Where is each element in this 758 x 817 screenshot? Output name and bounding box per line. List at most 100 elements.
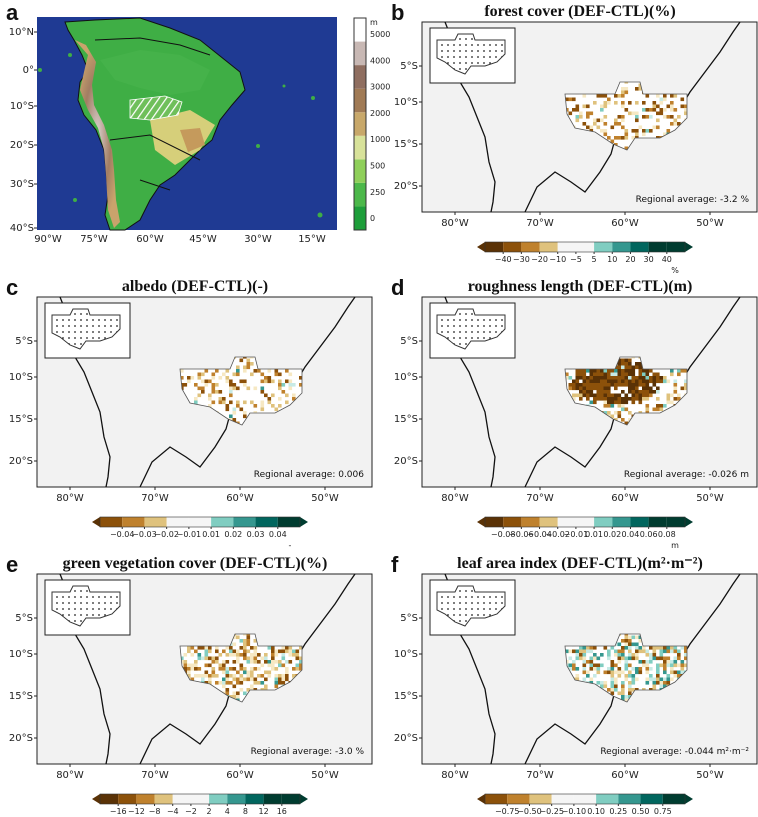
- difference-cell: [635, 677, 639, 682]
- difference-cell: [649, 656, 653, 661]
- difference-cell: [617, 674, 622, 678]
- difference-cell: [582, 379, 587, 384]
- difference-cell: [589, 660, 594, 664]
- difference-cell: [253, 681, 258, 685]
- difference-cell: [232, 418, 237, 422]
- difference-cell: [208, 404, 212, 408]
- diff-colorbar: −40 −30 −20 −10 −5 5 10 20 30 40%: [477, 241, 693, 275]
- elevation-tick-label: 0: [370, 214, 375, 223]
- difference-cell: [292, 393, 296, 398]
- difference-cell: [274, 653, 279, 657]
- difference-cell: [652, 125, 657, 130]
- difference-cell: [628, 365, 632, 370]
- difference-cell: [586, 386, 590, 391]
- difference-cell: [232, 667, 237, 671]
- elevation-unit: m: [370, 18, 378, 27]
- difference-cell: [260, 379, 265, 384]
- colorbar-band: [100, 794, 119, 804]
- difference-cell: [666, 104, 671, 109]
- lon-tick-label: 50°W: [696, 493, 724, 504]
- difference-cell: [670, 369, 674, 373]
- difference-cell: [621, 118, 625, 123]
- difference-cell: [232, 695, 237, 699]
- difference-cell: [208, 646, 212, 650]
- difference-cell: [586, 125, 590, 130]
- colorbar-band: [485, 242, 504, 252]
- difference-cell: [271, 649, 275, 654]
- difference-cell: [670, 670, 674, 675]
- difference-cell: [253, 656, 258, 661]
- panel-label-e: e: [6, 552, 18, 577]
- difference-cell: [288, 653, 293, 657]
- difference-cell: [236, 656, 240, 661]
- difference-cell: [624, 667, 629, 671]
- panel-label-b: b: [391, 0, 404, 25]
- difference-cell: [645, 383, 650, 387]
- difference-cell: [642, 101, 646, 105]
- difference-cell: [638, 646, 643, 650]
- colorbar-tick-label: −0.02: [545, 530, 570, 539]
- difference-cell: [621, 376, 625, 380]
- difference-cell: [575, 667, 580, 671]
- difference-cell: [582, 677, 587, 682]
- difference-cell: [575, 376, 580, 380]
- difference-cell: [253, 677, 258, 682]
- colorbar-band: [122, 517, 145, 527]
- lat-tick-label: 40°S: [10, 223, 34, 234]
- difference-cell: [628, 101, 632, 105]
- difference-cell: [656, 646, 660, 650]
- colorbar-arrow-left: [477, 242, 485, 252]
- difference-cell: [232, 691, 237, 696]
- difference-cell: [659, 108, 664, 112]
- colorbar-arrow-left: [92, 794, 100, 804]
- difference-cell: [659, 111, 664, 116]
- difference-cell: [187, 667, 191, 671]
- difference-cell: [649, 386, 653, 391]
- difference-cell: [621, 684, 625, 689]
- difference-cell: [628, 376, 632, 380]
- difference-cell: [656, 94, 660, 98]
- difference-cell: [628, 418, 632, 422]
- lat-tick-label: 10°N: [9, 27, 34, 38]
- difference-cell: [246, 649, 251, 654]
- difference-cell: [656, 404, 660, 408]
- difference-cell: [645, 108, 650, 112]
- difference-cell: [208, 681, 212, 685]
- difference-cell: [621, 695, 625, 699]
- colorbar-band: [209, 794, 228, 804]
- difference-cell: [614, 101, 618, 105]
- difference-cell: [225, 677, 230, 682]
- elevation-color-band: [354, 159, 366, 183]
- difference-cell: [253, 369, 258, 373]
- difference-cell: [295, 667, 300, 671]
- difference-cell: [229, 646, 233, 650]
- lon-tick-label: 50°W: [311, 770, 339, 781]
- difference-cell: [593, 372, 597, 377]
- difference-cell: [673, 397, 678, 401]
- difference-cell: [607, 369, 611, 373]
- difference-cell: [246, 670, 251, 675]
- difference-cell: [589, 656, 594, 661]
- difference-cell: [607, 393, 611, 398]
- difference-cell: [582, 372, 587, 377]
- difference-cell: [624, 358, 629, 363]
- difference-cell: [610, 379, 615, 384]
- difference-cell: [271, 404, 275, 408]
- difference-cell: [274, 649, 279, 654]
- difference-cell: [603, 404, 608, 408]
- region-outline: [564, 81, 688, 151]
- difference-cell: [586, 111, 590, 116]
- difference-cell: [232, 635, 237, 640]
- difference-cell: [222, 663, 226, 668]
- colorbar-tick-label: −0.03: [132, 530, 157, 539]
- difference-cell: [222, 677, 226, 682]
- difference-cell: [638, 362, 643, 366]
- difference-cell: [680, 386, 685, 391]
- difference-cell: [582, 653, 587, 657]
- difference-cell: [589, 390, 594, 394]
- difference-cell: [218, 400, 223, 405]
- difference-cell: [638, 383, 643, 387]
- difference-cell: [680, 369, 685, 373]
- difference-cell: [204, 656, 209, 661]
